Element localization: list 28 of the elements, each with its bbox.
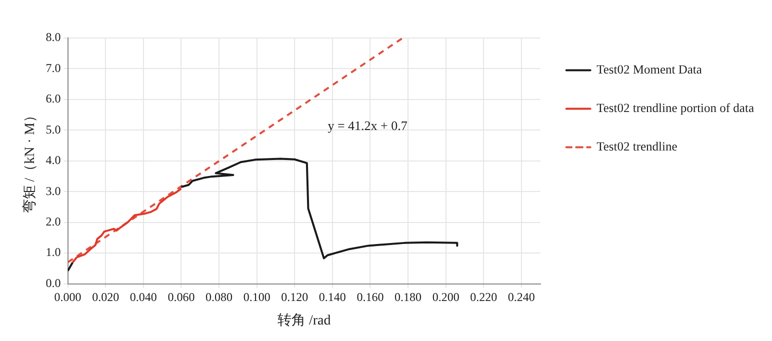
y-tick-label: 8.0 (46, 30, 61, 44)
y-tick-label: 5.0 (46, 122, 61, 136)
x-tick-label: 0.180 (394, 290, 422, 304)
x-tick-label: 0.160 (356, 290, 384, 304)
y-tick-label: 3.0 (46, 184, 61, 198)
x-tick-label: 0.220 (470, 290, 498, 304)
y-tick-label: 1.0 (46, 245, 61, 260)
y-tick-label: 0.0 (46, 276, 61, 290)
y-axis-title: 弯矩 /（kN · M） (22, 108, 38, 214)
x-tick-label: 0.080 (206, 290, 233, 304)
x-tick-label: 0.020 (92, 290, 120, 304)
legend-label: Test02 trendline (596, 140, 678, 154)
legend-label: Test02 Moment Data (596, 62, 702, 77)
x-axis-title: 转角 /rad (277, 312, 331, 328)
y-tick-label: 7.0 (46, 60, 61, 75)
y-tick-label: 4.0 (46, 153, 61, 168)
x-tick-label: 0.240 (508, 290, 535, 304)
legend-label: Test02 trendline portion of data (596, 101, 754, 116)
x-tick-label: 0.200 (432, 290, 460, 304)
x-tick-label: 0.040 (130, 290, 157, 304)
x-tick-label: 0.060 (168, 290, 195, 304)
y-tick-label: 6.0 (46, 92, 61, 106)
x-tick-label: 0.120 (281, 290, 308, 304)
x-tick-label: 0.100 (243, 290, 270, 304)
annotation: y = 41.2x + 0.7 (328, 118, 408, 133)
x-tick-label: 0.140 (318, 290, 346, 304)
x-tick-label: 0.000 (54, 290, 82, 304)
y-tick-label: 2.0 (46, 214, 61, 229)
